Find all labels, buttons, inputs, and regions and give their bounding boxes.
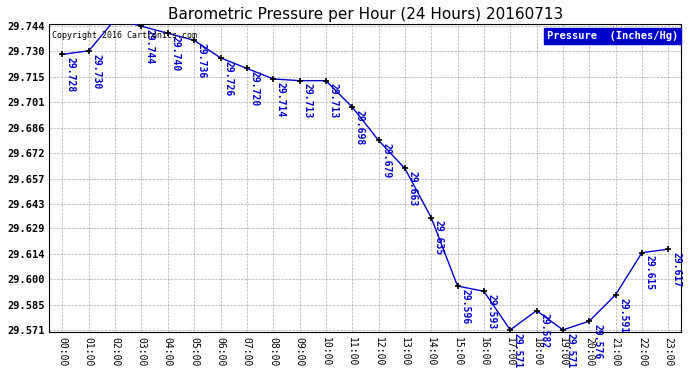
Text: 29.736: 29.736 bbox=[197, 43, 207, 78]
Text: 29.596: 29.596 bbox=[460, 289, 471, 324]
Text: 29.728: 29.728 bbox=[66, 57, 75, 92]
Text: 29.740: 29.740 bbox=[170, 36, 181, 71]
Text: 29.615: 29.615 bbox=[644, 255, 655, 291]
Text: Pressure  (Inches/Hg): Pressure (Inches/Hg) bbox=[547, 31, 678, 40]
Text: 29.698: 29.698 bbox=[355, 110, 365, 145]
Text: 29.635: 29.635 bbox=[434, 220, 444, 256]
Text: 29.571: 29.571 bbox=[513, 333, 523, 368]
Text: 29.730: 29.730 bbox=[92, 54, 101, 89]
Title: Barometric Pressure per Hour (24 Hours) 20160713: Barometric Pressure per Hour (24 Hours) … bbox=[168, 7, 563, 22]
Text: 29.593: 29.593 bbox=[486, 294, 497, 329]
Text: Copyright 2016 Cartronics.com: Copyright 2016 Cartronics.com bbox=[52, 31, 197, 40]
Text: 29.744: 29.744 bbox=[144, 29, 155, 64]
Text: 29.748: 29.748 bbox=[0, 374, 1, 375]
Text: 29.617: 29.617 bbox=[671, 252, 681, 287]
Text: 29.726: 29.726 bbox=[224, 61, 233, 96]
Text: 29.679: 29.679 bbox=[382, 143, 391, 178]
Text: 29.720: 29.720 bbox=[250, 71, 259, 106]
Text: 29.713: 29.713 bbox=[302, 84, 313, 119]
Text: 29.663: 29.663 bbox=[408, 171, 417, 207]
Text: 29.576: 29.576 bbox=[592, 324, 602, 359]
Text: 29.571: 29.571 bbox=[566, 333, 575, 368]
Text: 29.591: 29.591 bbox=[618, 298, 629, 333]
Text: 29.582: 29.582 bbox=[540, 314, 549, 349]
Text: 29.713: 29.713 bbox=[328, 84, 339, 119]
Text: 29.714: 29.714 bbox=[276, 82, 286, 117]
